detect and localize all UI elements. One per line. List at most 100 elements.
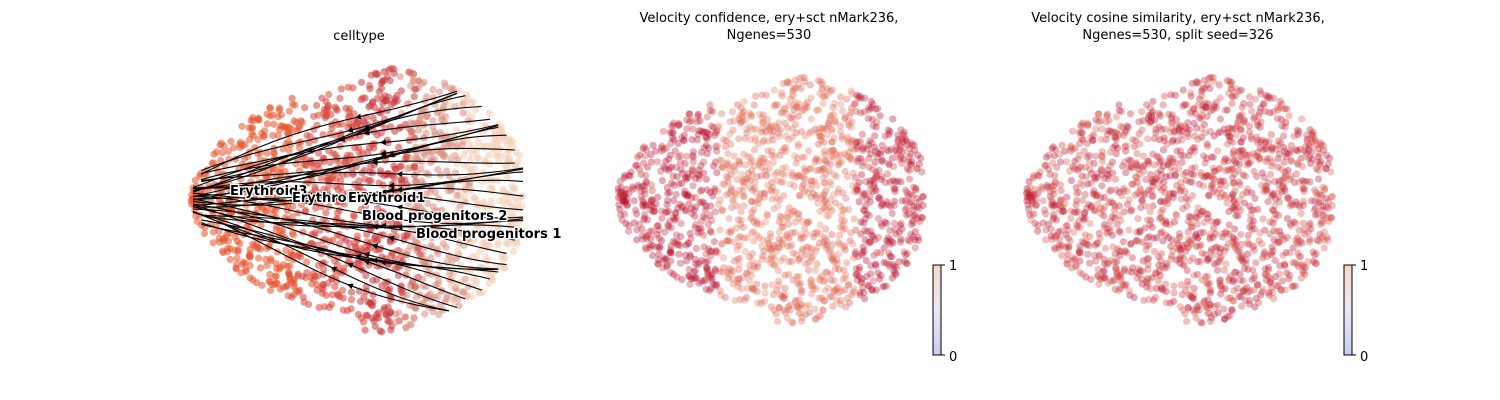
cell-point: [352, 243, 360, 252]
cell-point: [837, 100, 845, 108]
cell-point: [1272, 210, 1280, 218]
cell-point: [1106, 187, 1114, 195]
cell-point: [644, 231, 652, 239]
cell-point: [366, 162, 375, 170]
cell-point: [682, 191, 690, 199]
cell-point: [503, 173, 511, 182]
cell-point: [810, 230, 818, 238]
streamline-arrow: [388, 235, 400, 242]
cell-point: [509, 143, 517, 151]
cell-point: [793, 303, 801, 311]
cell-point: [789, 319, 797, 327]
cell-point: [703, 186, 712, 194]
cell-point: [812, 194, 821, 202]
cell-point: [747, 272, 755, 280]
velocity-streamline: [192, 208, 499, 270]
cell-point: [1289, 282, 1297, 290]
cell-point: [344, 83, 352, 91]
cell-point: [672, 214, 680, 222]
cell-point: [714, 249, 722, 257]
cell-point: [1145, 295, 1153, 304]
cell-point: [752, 92, 760, 100]
cell-point: [869, 277, 877, 285]
cell-point: [758, 119, 766, 127]
cell-point: [321, 303, 329, 311]
cell-point: [818, 80, 826, 88]
cell-point: [337, 85, 345, 93]
cell-point: [1166, 299, 1174, 307]
cell-point: [673, 173, 681, 181]
cell-point: [783, 314, 791, 322]
cell-point: [1207, 248, 1215, 256]
velocity-streamline: [192, 193, 524, 211]
cell-point: [1119, 238, 1127, 246]
cell-point: [1276, 97, 1284, 105]
streamline-arrow: [347, 262, 359, 269]
cell-point: [859, 145, 867, 153]
cell-point: [891, 226, 899, 234]
cell-point: [850, 100, 858, 108]
cell-point: [783, 124, 792, 132]
cell-point: [861, 94, 869, 102]
cell-point: [1117, 122, 1125, 130]
cell-point: [327, 300, 336, 308]
cell-point: [826, 113, 834, 121]
cell-point: [1311, 251, 1319, 259]
cell-point: [412, 154, 420, 162]
cell-point: [1204, 192, 1212, 200]
velocity-streamline: [192, 211, 449, 312]
cell-point: [1266, 171, 1275, 179]
cell-point: [1167, 91, 1175, 99]
cell-point: [311, 183, 319, 191]
cell-point: [822, 243, 830, 252]
cell-point: [518, 202, 526, 210]
cell-point: [1075, 248, 1083, 256]
cell-point: [1123, 249, 1131, 257]
cell-point: [1081, 163, 1089, 171]
cell-point: [353, 121, 361, 130]
cell-point: [794, 140, 802, 148]
cell-point: [246, 261, 254, 270]
cell-point: [872, 187, 880, 195]
velocity-streamline: [192, 211, 491, 280]
cell-point: [799, 181, 807, 189]
cell-point: [865, 141, 873, 149]
cell-point: [391, 318, 399, 327]
cell-point: [1304, 258, 1312, 266]
streamline-arrow: [396, 204, 408, 211]
cell-point: [1204, 255, 1212, 263]
cell-point: [1095, 251, 1103, 259]
cell-point: [737, 232, 745, 241]
cell-point: [372, 69, 380, 77]
cell-point: [387, 65, 395, 73]
cell-point: [822, 187, 830, 195]
cell-point: [320, 265, 328, 273]
panel-confidence-points: [614, 73, 928, 327]
cell-point: [496, 126, 504, 134]
cell-point: [1283, 105, 1291, 113]
cell-point: [763, 210, 771, 218]
cell-point: [864, 115, 873, 123]
cell-point: [1291, 237, 1300, 245]
cell-point: [1230, 156, 1238, 165]
cell-point: [790, 85, 798, 93]
cell-point: [1295, 128, 1303, 136]
cell-point: [819, 173, 828, 181]
cell-point: [835, 288, 843, 296]
cell-point: [718, 239, 726, 247]
cell-point: [1170, 218, 1179, 226]
cell-point: [676, 200, 684, 208]
cell-point: [689, 158, 697, 166]
cell-point: [761, 218, 770, 226]
cell-point: [699, 158, 708, 166]
cell-point: [866, 270, 875, 278]
cell-point: [1183, 317, 1191, 325]
cell-point: [1163, 200, 1171, 208]
cell-point: [839, 206, 847, 214]
cell-point: [822, 225, 830, 233]
velocity-streamline: [192, 196, 524, 219]
cell-point: [888, 209, 896, 218]
cell-point: [686, 110, 694, 118]
cell-point: [444, 142, 452, 150]
